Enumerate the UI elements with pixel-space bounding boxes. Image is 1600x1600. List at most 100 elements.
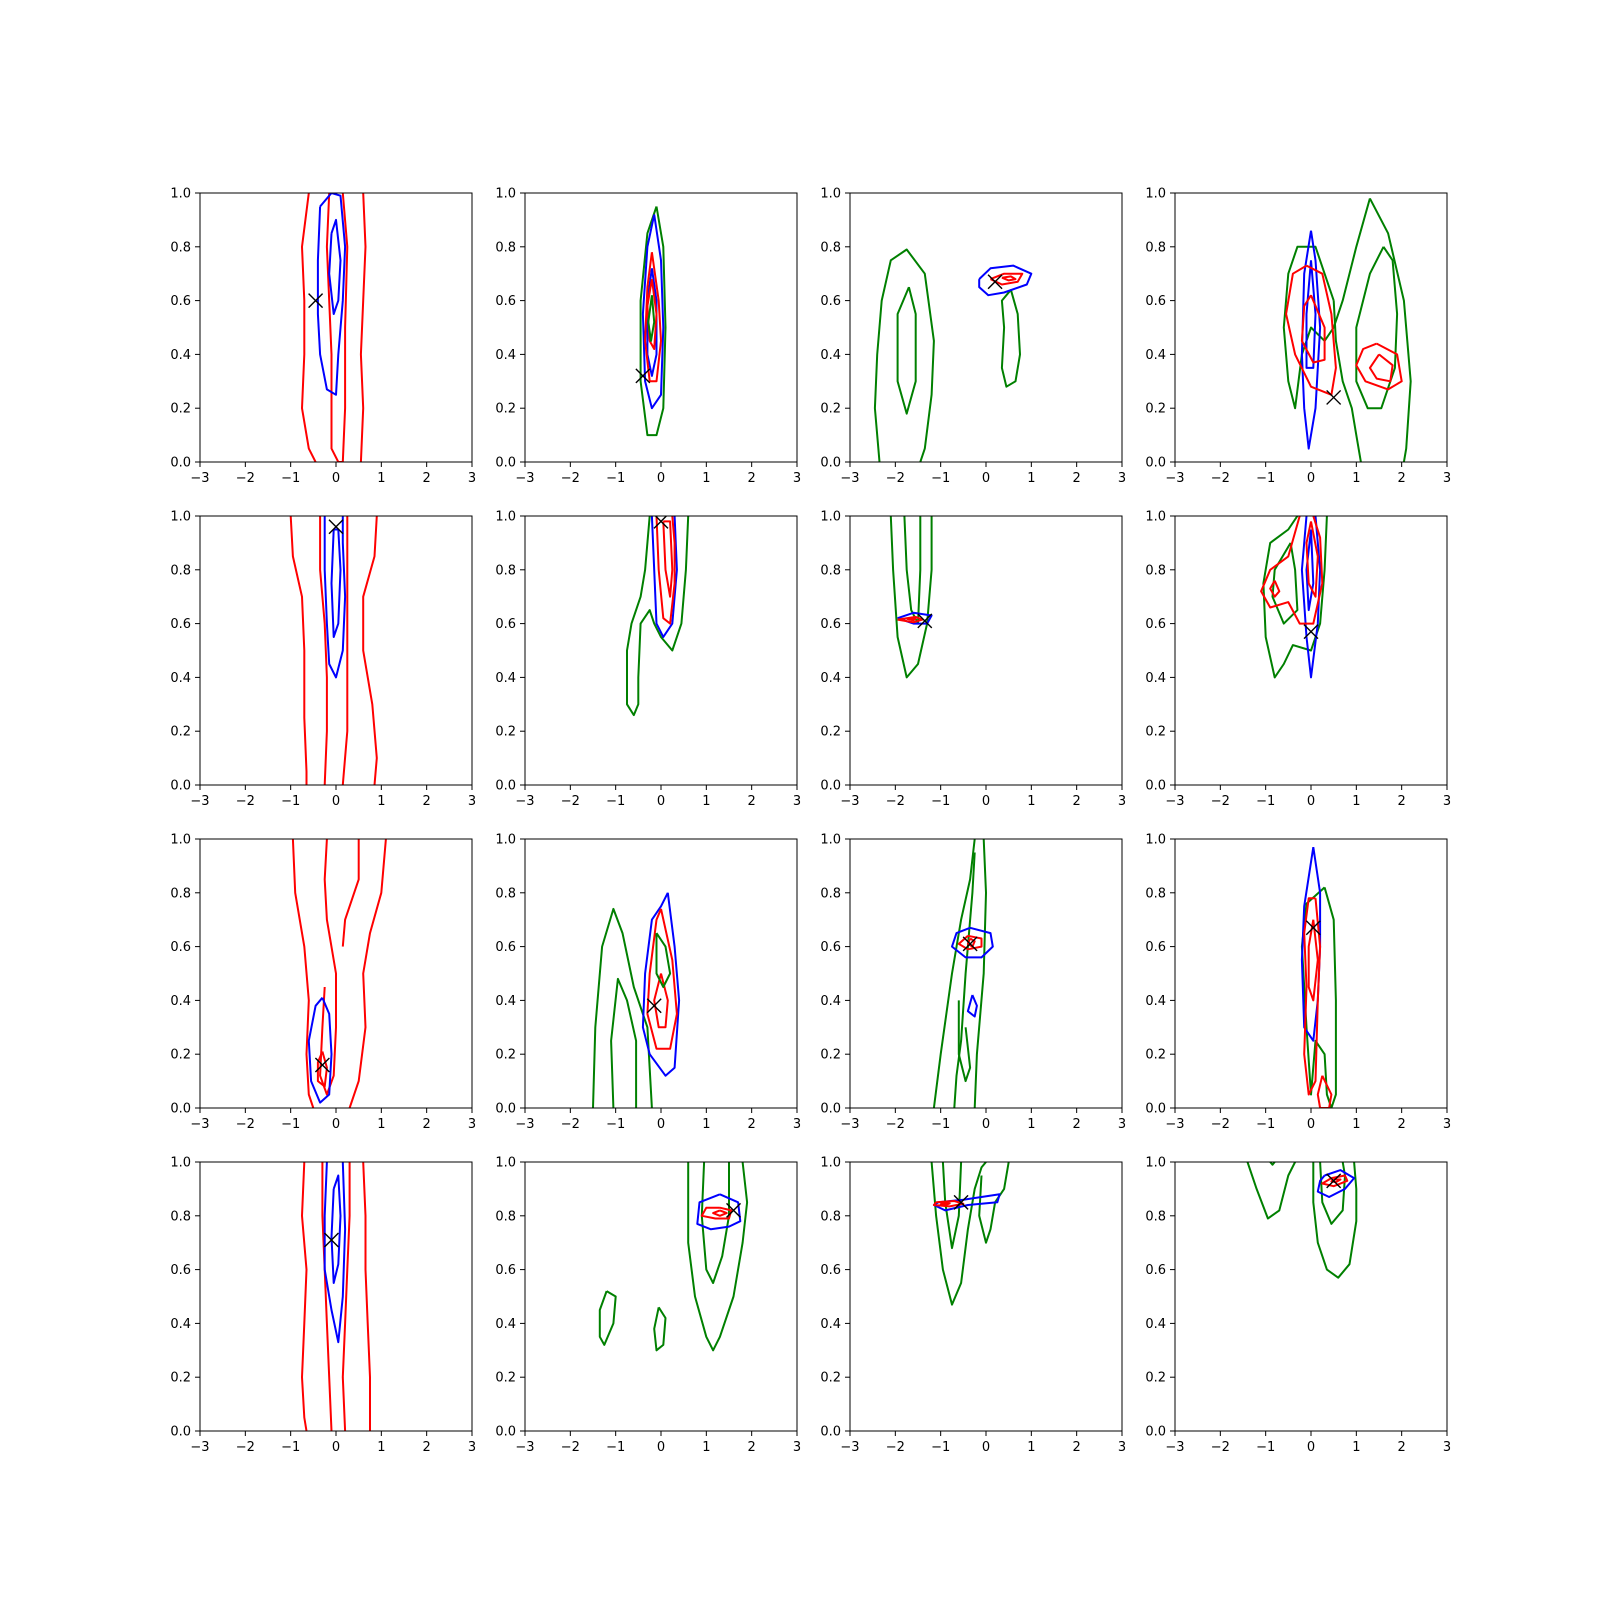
green-contour-line [903, 516, 922, 625]
subplot-11: −3 −2 −1 0 1 2 3 0.0 0.2 0.4 0.6 0.8 1.0 [820, 833, 1126, 1133]
x-tick-label: −3 [840, 794, 859, 809]
y-tick-label: 0.8 [820, 240, 841, 255]
x-tick-label: 2 [748, 471, 756, 486]
x-tick-label: 1 [1352, 1440, 1360, 1455]
y-tick-label: 1.0 [1145, 510, 1166, 525]
y-tick-label: 0.0 [170, 779, 191, 794]
x-tick-label: 3 [468, 1440, 476, 1455]
y-tick-label: 1.0 [495, 1156, 516, 1171]
blue-contour-line [316, 193, 347, 396]
x-tick-label: −3 [840, 1440, 859, 1455]
x-tick-label: 0 [332, 471, 340, 486]
x-tick-label: 2 [423, 1440, 431, 1455]
blue-contour-line [1300, 230, 1322, 450]
blue-contour-line [1316, 1169, 1356, 1198]
y-tick-label: 0.0 [170, 1102, 191, 1117]
x-tick-label: 2 [1073, 1440, 1081, 1455]
x-marker [314, 1057, 330, 1073]
x-tick-label: −2 [561, 1440, 580, 1455]
y-tick-label: 0.0 [1145, 1102, 1166, 1117]
red-contour-line [359, 193, 367, 462]
x-marker [328, 519, 344, 535]
x-tick-label: 0 [1307, 471, 1315, 486]
y-tick-label: 1.0 [495, 833, 516, 848]
x-marker [1303, 624, 1319, 640]
x-tick-label: 1 [1352, 794, 1360, 809]
x-tick-label: 3 [1443, 794, 1451, 809]
contour-group [932, 839, 994, 1108]
subplot-8: −3 −2 −1 0 1 2 3 0.0 0.2 0.4 0.6 0.8 1.0 [1145, 510, 1451, 810]
y-tick-label: 0.6 [170, 1263, 191, 1278]
x-tick-label: −1 [1256, 471, 1275, 486]
blue-contour-line [966, 994, 978, 1018]
x-tick-label: 3 [1118, 794, 1126, 809]
contour-group [598, 1162, 749, 1352]
y-tick-label: 0.2 [820, 402, 841, 417]
green-contour-line [1355, 246, 1399, 410]
x-tick-label: −2 [236, 1440, 255, 1455]
x-tick-label: −2 [886, 471, 905, 486]
y-tick-label: 0.0 [1145, 1425, 1166, 1440]
x-tick-label: 3 [1118, 1117, 1126, 1132]
x-tick-label: 2 [423, 794, 431, 809]
green-contour-line [953, 852, 976, 1108]
blue-contour-line [330, 1174, 342, 1284]
y-tick-label: 0.4 [1145, 671, 1166, 686]
contour-group [635, 206, 667, 437]
x-tick-label: 1 [377, 794, 385, 809]
x-tick-label: 2 [1398, 1440, 1406, 1455]
y-tick-label: 1.0 [170, 510, 191, 525]
x-tick-label: −3 [1165, 794, 1184, 809]
red-contour-line [289, 516, 308, 785]
blue-contour-line [328, 218, 342, 315]
contour-group [626, 516, 690, 717]
x-tick-label: −3 [1165, 471, 1184, 486]
subplot-2: −3 −2 −1 0 1 2 3 0.0 0.2 0.4 0.6 0.8 1.0 [495, 187, 801, 487]
y-tick-label: 0.2 [495, 1048, 516, 1063]
y-tick-label: 0.8 [1145, 563, 1166, 578]
red-contour-line [957, 934, 983, 951]
contour-group [1282, 197, 1412, 462]
x-tick-label: 1 [1352, 471, 1360, 486]
x-tick-label: 3 [468, 794, 476, 809]
blue-contour-line [951, 926, 994, 959]
green-contour-line [973, 839, 987, 1108]
y-tick-label: 0.8 [1145, 886, 1166, 901]
x-tick-label: 0 [982, 1117, 990, 1132]
subplot-13: −3 −2 −1 0 1 2 3 0.0 0.2 0.4 0.6 0.8 1.0 [170, 1156, 476, 1456]
y-tick-label: 0.4 [1145, 1317, 1166, 1332]
x-tick-label: 0 [982, 794, 990, 809]
x-tick-label: 1 [377, 1440, 385, 1455]
x-tick-label: 2 [1398, 471, 1406, 486]
y-tick-label: 0.0 [495, 1102, 516, 1117]
y-tick-label: 0.6 [495, 1263, 516, 1278]
y-tick-label: 0.2 [495, 1371, 516, 1386]
green-contour-line [1312, 1162, 1358, 1279]
y-tick-label: 1.0 [170, 833, 191, 848]
blue-contour-line [323, 1162, 347, 1344]
green-contour-line [647, 295, 656, 342]
x-marker [1326, 389, 1342, 405]
green-contour-line [873, 248, 935, 462]
y-tick-label: 0.6 [495, 940, 516, 955]
red-contour-line [653, 973, 669, 1029]
y-tick-label: 0.4 [820, 1317, 841, 1332]
y-tick-label: 0.2 [170, 1371, 191, 1386]
axes-frame [1174, 1161, 1448, 1432]
y-tick-label: 0.2 [170, 402, 191, 417]
y-tick-label: 0.4 [495, 994, 516, 1009]
x-tick-label: 1 [1027, 1440, 1035, 1455]
red-contour-line [319, 516, 328, 785]
x-tick-label: −3 [1165, 1440, 1184, 1455]
x-tick-label: 2 [423, 1117, 431, 1132]
red-contour-line [341, 516, 349, 785]
y-tick-label: 1.0 [1145, 187, 1166, 202]
x-tick-label: 3 [793, 794, 801, 809]
subplot-5: −3 −2 −1 0 1 2 3 0.0 0.2 0.4 0.6 0.8 1.0 [170, 510, 476, 810]
y-tick-label: 1.0 [820, 833, 841, 848]
red-contour-line [319, 839, 337, 1096]
y-tick-label: 0.8 [820, 886, 841, 901]
green-contour-line [1246, 1162, 1296, 1220]
y-tick-label: 0.0 [495, 456, 516, 471]
